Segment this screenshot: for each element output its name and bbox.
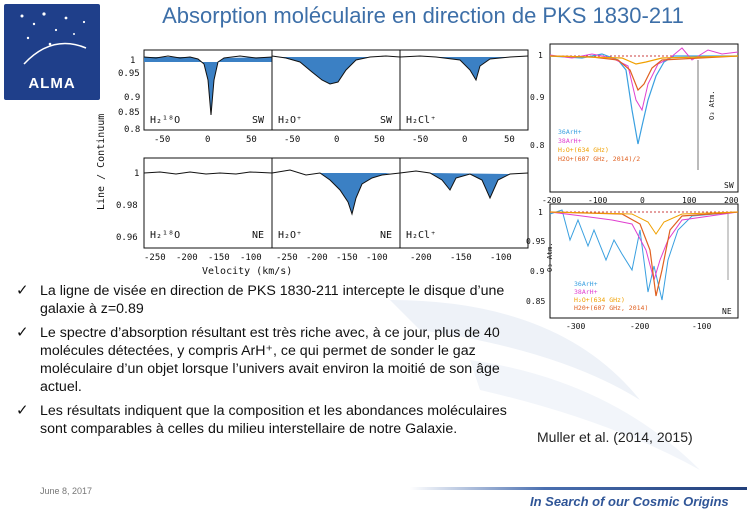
rt-xtick: 200 [724,196,739,205]
alma-logo: ALMA [4,4,100,100]
footer-tagline: In Search of our Cosmic Origins [530,494,729,509]
rb-side-label: O₃ Atm. [546,242,554,272]
panel-species: H₂Cl⁺ [406,230,436,241]
rt-ytick: 1 [538,51,543,60]
checkmark-icon: ✓ [16,282,29,299]
panel-los: NE [380,230,392,241]
panel-species: H₂¹⁸O [150,230,180,241]
rb-legend-item: H20+(607 GHz, 2014) [574,304,648,312]
rt-xtick: 100 [682,196,697,205]
bottom-ytick: 1 [134,169,139,179]
bottom-xtick: -250 [276,253,298,263]
rt-side-label: O₃ Atm. [708,90,716,120]
bottom-ytick: 0.98 [116,201,138,211]
top-xtick: 0 [462,135,467,145]
top-ytick: 0.8 [124,125,140,135]
slide-title: Absorption moléculaire en direction de P… [162,3,684,28]
rt-xtick: -200 [542,196,561,205]
rb-corner-label: NE [722,307,732,316]
bottom-xtick: -200 [306,253,328,263]
bullet-text: La ligne de visée en direction de PKS 18… [40,283,505,317]
rb-xtick: -200 [630,322,649,331]
bullet-item: ✓ La ligne de visée en direction de PKS … [14,282,514,318]
rt-corner-label: SW [724,181,734,190]
bottom-xtick: -150 [336,253,358,263]
logo-text: ALMA [28,75,76,92]
left-figure-xlabel: Velocity (km/s) [202,266,292,277]
rb-legend-item: 38ArH+ [574,288,598,296]
rt-legend: 36ArH+ 38ArH+ H₂O+(634 GHz) H2O+(607 GHz… [558,128,640,163]
rt-legend-item: 36ArH+ [558,128,582,136]
panel-los: SW [252,115,265,126]
footer-divider [410,487,747,490]
left-figure-ylabel: Line / Continuum [96,114,107,210]
top-ytick: 0.85 [118,108,140,118]
reference-citation: Muller et al. (2014, 2015) [537,429,693,445]
rt-legend-item: H₂O+(634 GHz) [558,146,609,154]
rt-xtick: -100 [588,196,607,205]
rt-legend-item: H2O+(607 GHz, 2014)/2 [558,155,640,163]
top-ytick-1: 1 [130,56,135,66]
rt-legend-item: 38ArH+ [558,137,582,145]
rb-xtick: -100 [692,322,711,331]
spectra-figure-left: Line / Continuum Velocity (km/s) 1 0.95 … [96,49,529,277]
panel-species: H₂O⁺ [278,115,302,126]
bullet-item: ✓ Les résultats indiquent que la composi… [14,402,514,438]
top-panel-3: H₂Cl⁺ [399,49,529,131]
top-xtick: 50 [504,135,515,145]
bottom-xtick: -200 [176,253,198,263]
spectrum-right-bottom: O₃ Atm. NE 1 0.95 0.9 0.85 -300 -200 -10… [526,203,739,331]
rt-ytick: 0.8 [530,141,545,150]
panel-species: H₂O⁺ [278,230,302,241]
slide-date: June 8, 2017 [40,486,93,496]
checkmark-icon: ✓ [16,402,29,419]
bottom-xtick: -100 [490,253,512,263]
bottom-xtick: -100 [240,253,262,263]
top-xtick: -50 [154,135,170,145]
rb-ytick: 0.95 [526,237,545,246]
rb-legend-item: H₂O+(634 GHz) [574,296,625,304]
top-ytick: 0.9 [124,93,140,103]
bottom-panel-2: H₂O⁺ NE [271,157,401,249]
bottom-panel-3: H₂Cl⁺ [399,157,529,249]
top-xtick: -50 [412,135,428,145]
rb-ytick: 1 [538,208,543,217]
bullet-item: ✓ Le spectre d’absorption résultant est … [14,324,514,396]
rb-ytick: 0.9 [530,267,545,276]
panel-los: SW [380,115,393,126]
alma-logo-stars [20,12,87,65]
bullet-text: Le spectre d’absorption résultant est tr… [40,325,500,395]
bottom-xtick: -100 [366,253,388,263]
top-panel-1: H₂¹⁸O SW [143,49,273,131]
bottom-xtick: -150 [208,253,230,263]
top-xtick: 0 [334,135,339,145]
bottom-xtick: -250 [144,253,166,263]
bottom-ytick: 0.96 [116,233,138,243]
top-xtick: 0 [205,135,210,145]
bottom-panel-1: H₂¹⁸O NE [143,157,273,249]
rb-legend-item: 36ArH+ [574,280,598,288]
checkmark-icon: ✓ [16,324,29,341]
bullet-text: Les résultats indiquent que la compositi… [40,403,507,437]
bullet-list: ✓ La ligne de visée en direction de PKS … [14,282,514,444]
rb-ytick: 0.85 [526,297,545,306]
rt-ytick: 0.9 [530,93,545,102]
panel-species: H₂¹⁸O [150,115,180,126]
top-ytick: 0.95 [118,69,140,79]
spectrum-right-top: O₃ Atm. SW 1 0.9 0.8 -200 -100 0 100 200… [530,43,739,205]
bottom-xtick: -200 [410,253,432,263]
rb-legend: 36ArH+ 38ArH+ H₂O+(634 GHz) H20+(607 GHz… [574,280,648,312]
top-xtick: 50 [374,135,385,145]
top-xtick: -50 [284,135,300,145]
panel-los: NE [252,230,264,241]
top-panel-2: H₂O⁺ SW [271,49,401,131]
panel-species: H₂Cl⁺ [406,115,436,126]
rb-xtick: -300 [566,322,585,331]
bottom-xtick: -150 [450,253,472,263]
rt-xtick: 0 [640,196,645,205]
top-xtick: 50 [246,135,257,145]
